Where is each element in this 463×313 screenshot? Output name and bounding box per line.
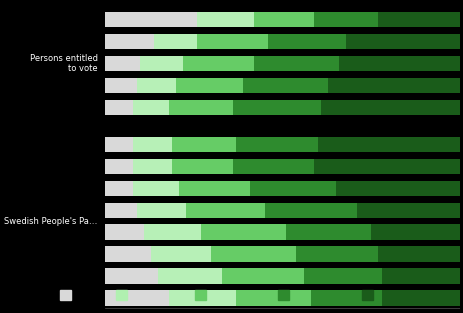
Bar [105,137,133,152]
Bar [377,246,459,262]
Bar [179,181,250,196]
Bar [105,268,158,284]
Bar [310,290,381,305]
Bar [197,12,253,27]
Bar [137,78,175,93]
Bar [232,159,313,174]
Bar [140,56,182,71]
Bar [182,56,253,71]
Bar [105,34,154,49]
Bar [243,78,328,93]
Bar [105,56,140,71]
Bar [236,137,317,152]
Bar [296,246,377,262]
Bar [264,203,356,218]
Bar [133,159,172,174]
Bar [381,290,459,305]
Bar [105,159,133,174]
Text: Persons entitled
to vote: Persons entitled to vote [30,54,97,73]
Text: Swedish People's Pa…: Swedish People's Pa… [4,217,97,226]
Bar [313,12,377,27]
Bar [268,34,345,49]
Bar [105,224,144,240]
Bar [105,12,197,27]
Bar [328,78,459,93]
Bar [356,203,459,218]
Bar [154,34,197,49]
Bar [168,100,232,115]
Bar [317,137,459,152]
Bar [377,12,459,27]
Bar [175,78,243,93]
Bar [158,268,221,284]
Bar [197,34,268,49]
Bar [105,78,137,93]
Bar [370,224,459,240]
Bar [133,181,179,196]
Bar [285,224,370,240]
Bar [250,181,335,196]
Bar [105,100,133,115]
Bar [253,56,338,71]
Bar [232,100,321,115]
Bar [144,224,200,240]
Bar [236,290,310,305]
Bar [133,100,168,115]
Bar [105,290,168,305]
Bar [105,246,150,262]
Bar [211,246,296,262]
Bar [338,56,459,71]
Bar [335,181,459,196]
Bar [137,203,186,218]
Bar [172,137,236,152]
Bar [200,224,285,240]
Bar [253,12,313,27]
Bar [321,100,459,115]
Bar [150,246,211,262]
Bar [172,159,232,174]
Bar [186,203,264,218]
Bar [303,268,381,284]
Bar [105,181,133,196]
Bar [313,159,459,174]
Bar [345,34,459,49]
Bar [168,290,236,305]
Bar [105,203,137,218]
Bar [221,268,303,284]
Bar [133,137,172,152]
Bar [381,268,459,284]
